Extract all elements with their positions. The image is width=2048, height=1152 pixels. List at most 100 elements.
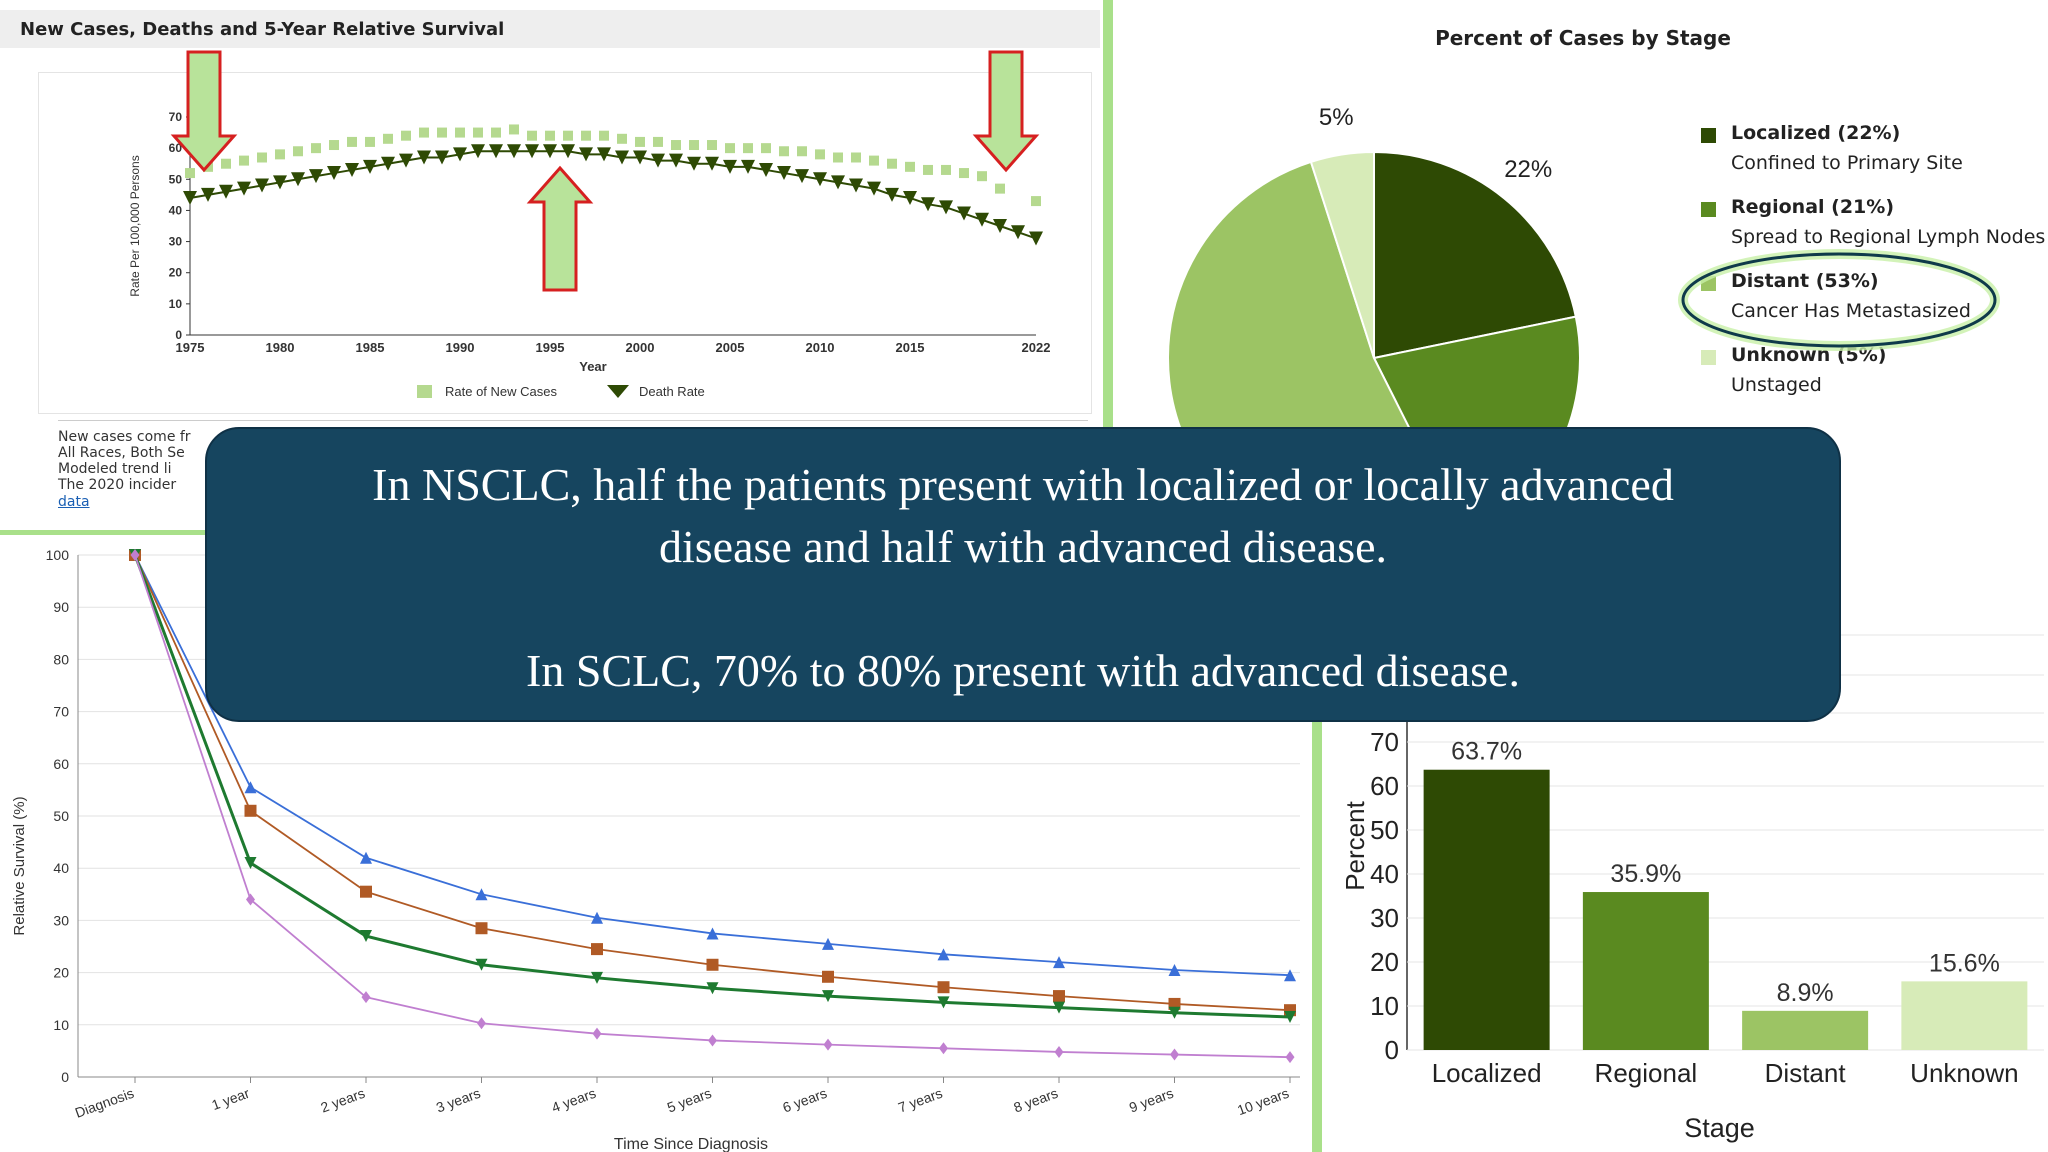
x-tick-label: 1 year bbox=[209, 1085, 251, 1113]
trends-footnote: New cases come fr All Races, Both Se Mod… bbox=[58, 420, 1088, 521]
survival-point bbox=[477, 1017, 486, 1030]
survival-point bbox=[246, 893, 255, 906]
survival-point bbox=[591, 911, 603, 924]
survival-point bbox=[244, 781, 257, 794]
y-tick-label: 0 bbox=[1385, 1035, 1399, 1065]
death-rate-point bbox=[669, 153, 683, 168]
x-tick-label: 1975 bbox=[176, 340, 205, 355]
new-cases-point bbox=[995, 183, 1005, 194]
x-tick-label: 4 years bbox=[549, 1085, 598, 1116]
survival-point bbox=[939, 1042, 948, 1055]
survival-point bbox=[1285, 1051, 1295, 1064]
survival-point bbox=[708, 1034, 717, 1047]
legend-swatch bbox=[1701, 128, 1716, 143]
y-tick-label: 60 bbox=[169, 141, 183, 155]
x-tick-label: 1985 bbox=[356, 340, 385, 355]
legend-label-death-rate: Death Rate bbox=[639, 384, 705, 399]
legend-name: Localized (22%) bbox=[1731, 122, 1901, 144]
x-tick-label: Distant bbox=[1765, 1058, 1847, 1088]
survival-point bbox=[1170, 1048, 1179, 1061]
y-tick-label: 0 bbox=[61, 1069, 69, 1085]
bar-distant bbox=[1742, 1010, 1869, 1050]
death-rate-point bbox=[525, 144, 539, 159]
survival-point bbox=[130, 549, 140, 561]
death-rate-point bbox=[381, 156, 395, 171]
y-tick-label: 40 bbox=[169, 203, 183, 217]
death-rate-point bbox=[957, 206, 971, 221]
death-rate-point bbox=[921, 197, 935, 212]
y-tick-label: 10 bbox=[53, 1017, 69, 1033]
x-tick-label: 1990 bbox=[446, 340, 475, 355]
death-rate-point bbox=[201, 187, 215, 202]
trends-title: New Cases, Deaths and 5-Year Relative Su… bbox=[20, 19, 505, 40]
x-tick-label: 2000 bbox=[626, 340, 655, 355]
callout-line-3: In SCLC, 70% to 80% present with advance… bbox=[526, 645, 1520, 696]
x-tick-label: 7 years bbox=[896, 1085, 945, 1116]
death-rate-point bbox=[435, 150, 449, 165]
survival-point bbox=[1168, 1006, 1181, 1019]
new-cases-point bbox=[959, 168, 969, 179]
x-tick-label: 2005 bbox=[716, 340, 745, 355]
new-cases-point bbox=[563, 130, 573, 141]
new-cases-point bbox=[977, 171, 987, 182]
survival-point bbox=[937, 996, 950, 1009]
new-cases-point bbox=[293, 146, 303, 157]
survival-point bbox=[1168, 963, 1181, 976]
death-rate-point bbox=[651, 153, 665, 168]
survival-point bbox=[244, 804, 257, 817]
death-rate-point bbox=[993, 219, 1007, 233]
y-tick-label: 20 bbox=[169, 266, 183, 280]
x-tick-label: 1980 bbox=[266, 340, 295, 355]
death-rate-point bbox=[867, 181, 881, 196]
survival-point bbox=[360, 930, 372, 943]
new-cases-point bbox=[689, 140, 699, 151]
summary-callout: In NSCLC, half the patients present with… bbox=[205, 427, 1841, 722]
legend-swatch bbox=[1701, 202, 1716, 217]
death-rate-point bbox=[327, 166, 341, 181]
x-axis-title: Stage bbox=[1684, 1113, 1755, 1143]
x-tick-label: 3 years bbox=[434, 1085, 483, 1116]
new-cases-point bbox=[257, 152, 267, 163]
new-cases-point bbox=[185, 168, 195, 179]
death-rate-point bbox=[759, 162, 773, 177]
death-rate-point bbox=[1011, 225, 1025, 240]
bar-localized bbox=[1423, 769, 1550, 1050]
new-cases-point bbox=[221, 158, 231, 169]
new-cases-point bbox=[311, 143, 321, 154]
survival-point bbox=[361, 991, 371, 1004]
survival-point bbox=[822, 970, 834, 983]
y-tick-label: 20 bbox=[1370, 947, 1399, 977]
y-tick-label: 30 bbox=[169, 235, 183, 249]
death-rate-point bbox=[309, 169, 323, 184]
trends-title-bar: New Cases, Deaths and 5-Year Relative Su… bbox=[0, 10, 1100, 48]
y-tick-label: 0 bbox=[175, 328, 182, 342]
y-axis-title: Relative Survival (%) bbox=[11, 796, 28, 935]
new-cases-point bbox=[383, 133, 393, 144]
death-rate-point bbox=[975, 212, 989, 227]
new-cases-point bbox=[905, 161, 915, 172]
stage-pie-chart: 22%21%53%5% bbox=[1124, 104, 1618, 530]
pie-slice-unknown bbox=[1309, 150, 1375, 359]
x-tick-label: 6 years bbox=[780, 1085, 829, 1116]
death-rate-point bbox=[687, 156, 701, 171]
x-tick-label: 8 years bbox=[1011, 1085, 1060, 1116]
new-cases-point bbox=[725, 143, 735, 154]
callout-line-2: disease and half with advanced disease. bbox=[658, 521, 1388, 572]
new-cases-point bbox=[671, 140, 681, 151]
death-rate-point bbox=[615, 150, 629, 165]
new-cases-point bbox=[401, 130, 411, 141]
y-axis-title: Percent bbox=[1340, 800, 1370, 890]
death-rate-point bbox=[579, 147, 593, 162]
survival-point bbox=[591, 971, 603, 984]
survival-point bbox=[1054, 1045, 1064, 1058]
legend-swatch bbox=[1701, 350, 1716, 365]
x-tick-label: Regional bbox=[1595, 1058, 1698, 1088]
data-link[interactable]: data bbox=[58, 494, 90, 510]
death-rate-point bbox=[597, 147, 611, 162]
death-rate-point bbox=[939, 200, 953, 215]
y-axis-title: Rate Per 100,000 Persons bbox=[128, 155, 142, 296]
x-tick-label: 9 years bbox=[1127, 1085, 1176, 1116]
y-tick-label: 40 bbox=[1370, 859, 1399, 889]
footnote-line: New cases come fr bbox=[58, 429, 191, 445]
new-cases-point bbox=[419, 127, 429, 138]
